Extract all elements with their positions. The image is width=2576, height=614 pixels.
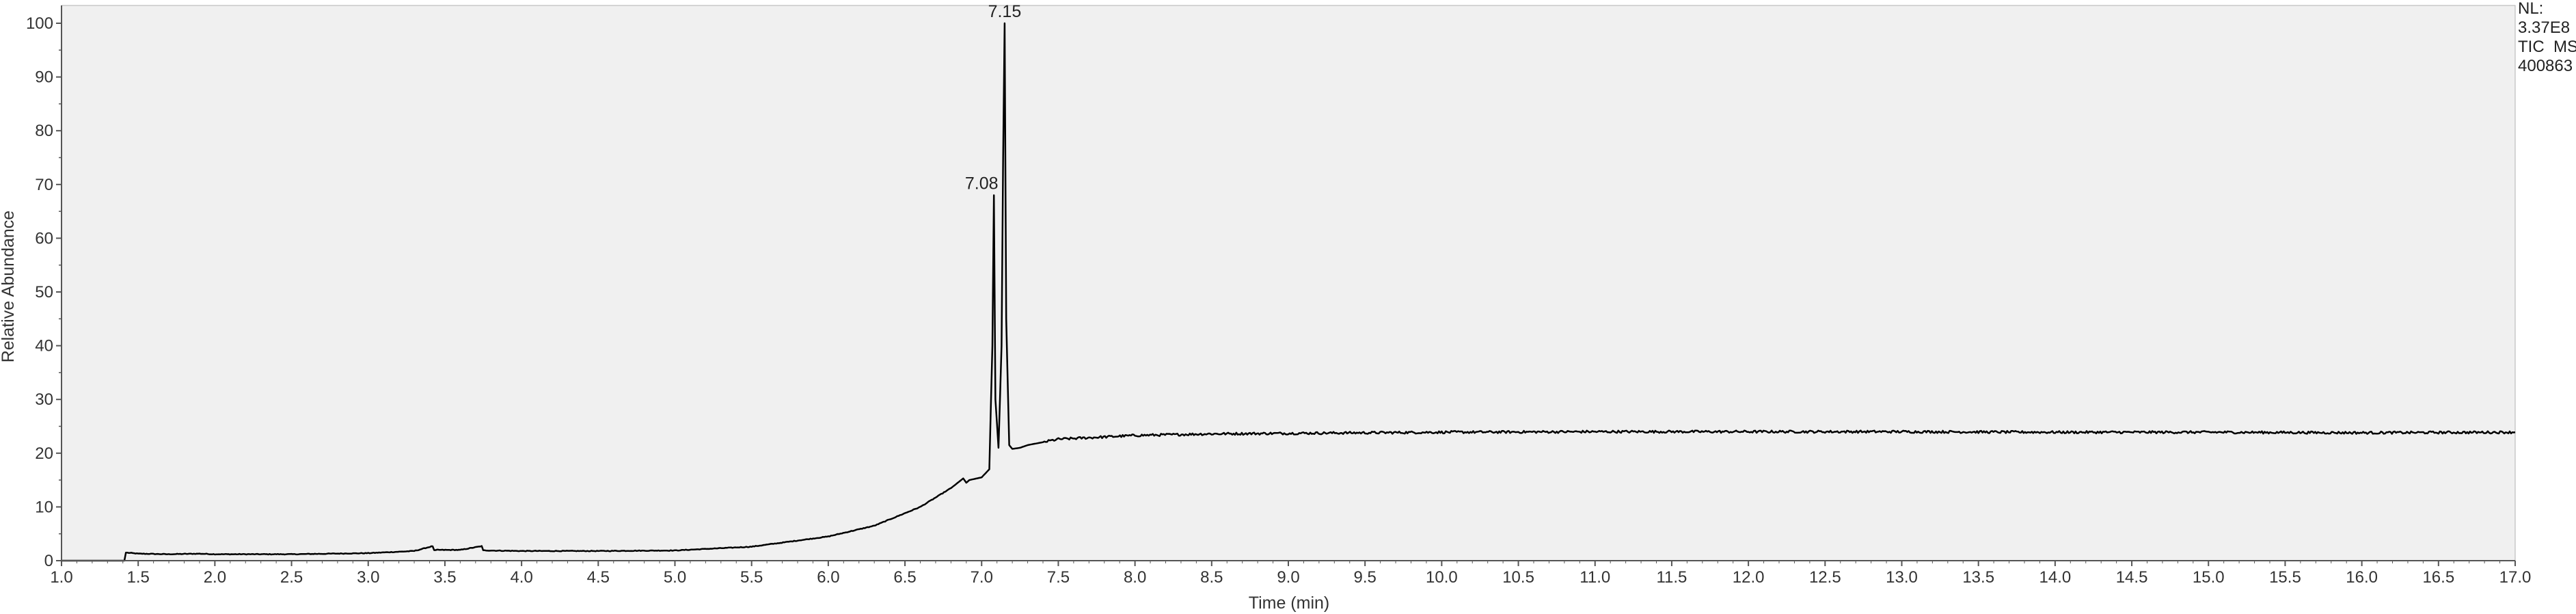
x-tick-label: 6.5 xyxy=(893,568,916,587)
x-tick-label: 2.5 xyxy=(280,568,303,587)
x-tick-label: 10.0 xyxy=(1426,568,1458,587)
scan-filter: TIC MS xyxy=(2518,38,2576,56)
x-tick-label: 2.0 xyxy=(204,568,226,587)
y-tick-label: 40 xyxy=(35,337,53,356)
x-tick-label: 5.0 xyxy=(664,568,686,587)
nl-value: 3.37E8 xyxy=(2518,18,2570,37)
info-panel: NL: 3.37E8 TIC MS 400863 xyxy=(2518,0,2576,75)
tic-trace xyxy=(62,22,2516,562)
x-tick-label: 4.5 xyxy=(587,568,610,587)
x-tick-label: 16.0 xyxy=(2346,568,2378,587)
x-tick-label: 7.0 xyxy=(971,568,993,587)
x-tick-label: 17.0 xyxy=(2499,568,2532,587)
x-tick-label: 14.5 xyxy=(2116,568,2148,587)
y-tick-label: 20 xyxy=(35,444,53,463)
x-axis-title: Time (min) xyxy=(1249,593,1330,613)
x-tick-label: 4.0 xyxy=(510,568,532,587)
x-tick-label: 6.0 xyxy=(817,568,839,587)
peak-label: 7.08 xyxy=(965,174,999,193)
x-tick-label: 13.0 xyxy=(1886,568,1918,587)
x-tick-label: 1.0 xyxy=(50,568,72,587)
y-tick-label: 100 xyxy=(26,14,53,33)
peak-label: 7.15 xyxy=(988,2,1022,21)
y-tick-label: 60 xyxy=(35,229,53,248)
y-axis-title: Relative Abundance xyxy=(0,211,18,362)
x-tick-label: 8.5 xyxy=(1200,568,1223,587)
x-tick-label: 16.5 xyxy=(2422,568,2454,587)
x-tick-label: 11.5 xyxy=(1656,568,1687,587)
plot-area xyxy=(61,5,2516,561)
y-tick-label: 10 xyxy=(35,498,53,516)
x-tick-label: 12.0 xyxy=(1733,568,1765,587)
x-tick-label: 9.0 xyxy=(1277,568,1299,587)
y-tick-label: 70 xyxy=(35,176,53,194)
x-tick-label: 9.5 xyxy=(1354,568,1377,587)
y-tick-label: 50 xyxy=(35,283,53,302)
x-tick-label: 15.5 xyxy=(2269,568,2301,587)
x-tick-label: 3.5 xyxy=(433,568,456,587)
x-tick-label: 8.0 xyxy=(1124,568,1146,587)
y-tick-label: 0 xyxy=(44,552,53,570)
x-tick-label: 15.0 xyxy=(2193,568,2225,587)
x-tick-label: 14.0 xyxy=(2039,568,2072,587)
x-tick-label: 12.5 xyxy=(1809,568,1841,587)
y-tick-label: 30 xyxy=(35,390,53,409)
x-tick-label: 3.0 xyxy=(357,568,379,587)
nl-label: NL: xyxy=(2518,0,2543,18)
y-tick-label: 80 xyxy=(35,122,53,140)
x-tick-label: 10.5 xyxy=(1502,568,1534,587)
x-tick-label: 7.5 xyxy=(1047,568,1070,587)
sample-id: 400863 xyxy=(2518,57,2573,75)
y-tick-label: 90 xyxy=(35,68,53,87)
x-tick-label: 1.5 xyxy=(127,568,150,587)
x-tick-label: 11.0 xyxy=(1580,568,1610,587)
x-tick-label: 5.5 xyxy=(740,568,763,587)
x-tick-label: 13.5 xyxy=(1962,568,1994,587)
